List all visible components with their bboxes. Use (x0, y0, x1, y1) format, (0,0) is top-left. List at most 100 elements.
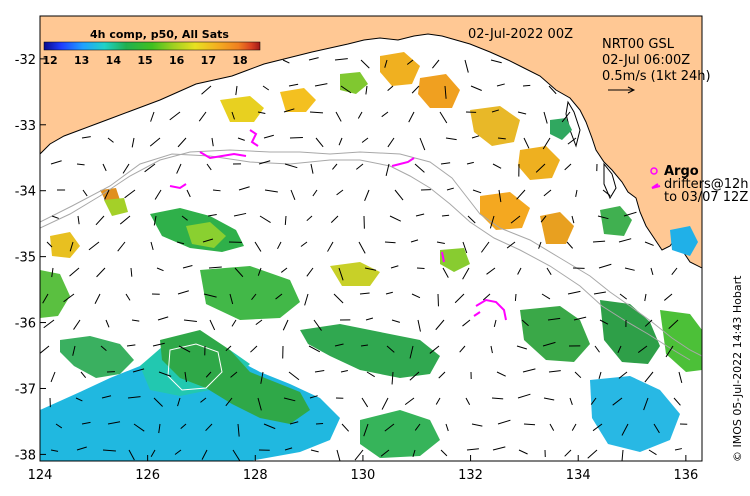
current-arrow (42, 293, 49, 304)
current-arrow (673, 397, 681, 406)
current-arrow (668, 319, 679, 329)
current-arrow (671, 267, 678, 276)
current-arrow (602, 189, 611, 197)
current-arrow (360, 59, 370, 69)
current-arrow (394, 189, 404, 201)
current-arrow (644, 319, 653, 327)
current-arrow (263, 423, 276, 430)
current-arrow (336, 189, 344, 196)
current-arrow (338, 137, 343, 146)
current-arrow (594, 345, 600, 353)
current-arrow (410, 239, 419, 243)
current-arrow (102, 449, 116, 452)
current-arrow (523, 137, 530, 149)
current-arrow (435, 319, 445, 331)
current-arrow (543, 189, 552, 197)
current-arrow (280, 267, 288, 273)
y-tick-label: -34 (15, 185, 36, 200)
current-arrow (283, 108, 295, 113)
current-arrow (497, 419, 511, 425)
current-title: NRT00 GSL (602, 37, 675, 52)
current-arrow (514, 293, 517, 302)
current-arrow (440, 449, 448, 457)
current-arrow (169, 111, 181, 121)
current-arrow (522, 84, 531, 87)
current-arrow (186, 189, 191, 198)
current-arrow (548, 370, 561, 373)
x-tick-label: 130 (351, 468, 376, 483)
colorbar-tick-label: 17 (201, 54, 216, 67)
drifter-track-icon (651, 185, 661, 189)
current-arrow (618, 238, 632, 243)
current-arrow (598, 263, 612, 269)
current-arrow (304, 293, 309, 306)
current-arrow (176, 241, 185, 245)
credit-label: © IMOS 05-Jul-2022 14:43 Hobart (731, 275, 744, 462)
current-arrow (69, 267, 80, 277)
current-arrow (105, 319, 110, 328)
current-arrow (238, 186, 250, 191)
current-arrow (288, 83, 299, 87)
x-tick-label: 126 (135, 468, 160, 483)
current-arrow (590, 397, 597, 405)
current-arrow (409, 345, 414, 359)
current-arrow (357, 111, 363, 119)
current-arrow (152, 342, 165, 347)
current-arrow (599, 319, 609, 325)
current-arrow (156, 267, 164, 272)
current-arrow (336, 449, 341, 461)
current-arrow (231, 111, 235, 120)
current-arrow (416, 267, 425, 269)
current-arrow (415, 213, 425, 217)
current-arrow (566, 241, 574, 249)
axis-ticks: 124 126 128 130 132 134 136 -32 -33 -34 -35 -36 -37 -… (15, 53, 699, 483)
current-arrow (444, 85, 447, 99)
current-arrow (459, 345, 466, 353)
current-arrow (63, 293, 75, 303)
current-arrow (462, 267, 470, 280)
current-arrow (309, 111, 324, 114)
current-arrow (314, 369, 325, 373)
current-arrow (50, 449, 59, 452)
current-arrow (43, 319, 55, 329)
current-arrow (644, 241, 654, 246)
current-arrow (144, 163, 156, 173)
current-arrow (471, 135, 480, 139)
current-arrow (232, 449, 241, 461)
current-arrow (361, 137, 369, 143)
current-arrow (435, 397, 441, 405)
shelf-contour (40, 149, 702, 357)
current-arrow (445, 423, 449, 432)
current-arrow (496, 371, 506, 377)
current-arrow (439, 111, 448, 124)
current-arrow (76, 446, 87, 451)
argo-legend: Argo drifters@12h to 03/07 12Z (650, 164, 749, 205)
colorbar-tick-label: 18 (232, 54, 247, 67)
current-arrow (306, 267, 314, 277)
current-arrow (81, 136, 91, 139)
current-arrow (466, 448, 479, 451)
current-arrow (462, 241, 468, 254)
current-arrow (263, 134, 274, 139)
current-arrow (308, 57, 319, 61)
gulf-notch-2 (603, 162, 617, 200)
current-arrow (51, 267, 54, 278)
current-arrow (597, 215, 609, 220)
current-arrow (567, 290, 581, 295)
current-arrow (464, 59, 469, 73)
current-arrow (211, 137, 214, 147)
current-arrow (587, 449, 598, 459)
current-arrow (257, 397, 262, 411)
x-tick-label: 128 (243, 468, 268, 483)
y-tick-label: -38 (15, 448, 36, 463)
colorbar-tick-label: 13 (74, 54, 89, 67)
current-arrow (312, 189, 318, 197)
current-arrow (653, 423, 660, 434)
current-arrow (203, 293, 217, 298)
current-arrow (535, 163, 546, 173)
current-arrow (465, 397, 471, 405)
current-arrow (131, 137, 135, 148)
current-arrow (429, 345, 440, 354)
current-arrow (417, 319, 421, 332)
current-arrow (411, 85, 420, 94)
